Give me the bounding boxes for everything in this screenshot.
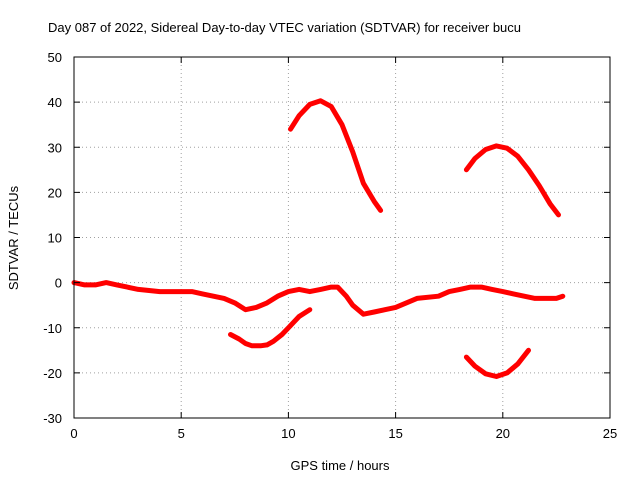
axis-ticks: 0 5 10 15 20 25 -30 -20 -10 0 10 20 30 40 50	[43, 50, 617, 441]
series-line-upper-arc-2	[463, 143, 561, 218]
y-tick-label: 40	[48, 95, 62, 110]
series-layer	[71, 98, 566, 379]
y-tick-label: 20	[48, 185, 62, 200]
x-tick-label: 0	[70, 426, 77, 441]
x-tick-label: 20	[496, 426, 510, 441]
y-tick-label: -10	[43, 321, 62, 336]
series-line-upper-arc-1	[288, 98, 384, 213]
y-tick-label: 10	[48, 231, 62, 246]
x-tick-label: 5	[178, 426, 185, 441]
y-axis-label: SDTVAR / TECUs	[6, 185, 21, 290]
grid-lines	[74, 57, 610, 418]
chart-title: Day 087 of 2022, Sidereal Day-to-day VTE…	[48, 20, 521, 35]
series-line-lower-dip-1	[228, 307, 313, 349]
y-tick-label: -30	[43, 411, 62, 426]
y-tick-label: 50	[48, 50, 62, 65]
x-tick-label: 10	[281, 426, 295, 441]
y-tick-label: 30	[48, 140, 62, 155]
x-axis-label: GPS time / hours	[291, 458, 390, 473]
series-line-lower-dip-2	[463, 347, 531, 379]
y-tick-label: 0	[55, 276, 62, 291]
x-tick-label: 25	[603, 426, 617, 441]
y-tick-label: -20	[43, 366, 62, 381]
x-tick-label: 15	[388, 426, 402, 441]
series-line-base-track	[71, 280, 566, 317]
